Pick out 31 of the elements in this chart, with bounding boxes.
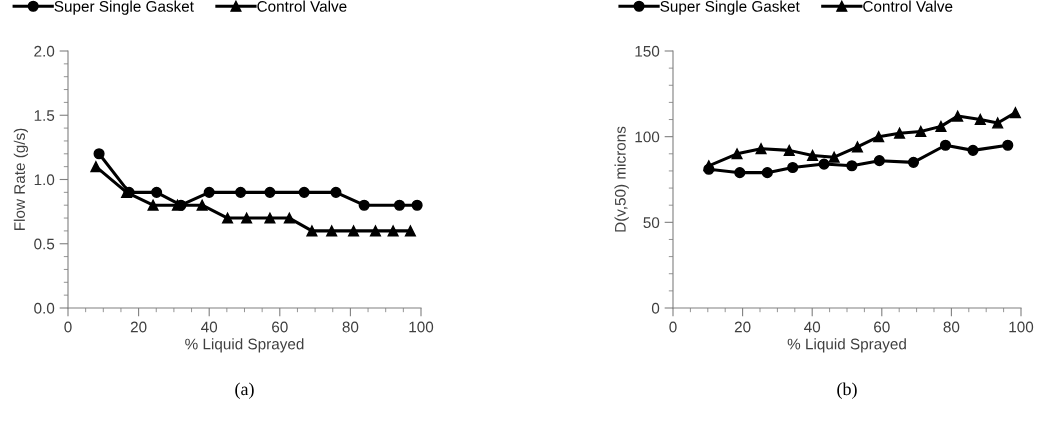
legend-label: Super Single Gasket: [54, 0, 194, 15]
y-tick-label: 0.5: [34, 238, 55, 250]
x-axis-title: % Liquid Sprayed: [185, 338, 304, 353]
y-tick-label: 0: [651, 302, 660, 314]
y-tick-label: 2.0: [34, 45, 55, 57]
legend-label: Control Valve: [257, 0, 347, 12]
x-tick-label: 100: [409, 321, 434, 333]
x-tick-label: 100: [1009, 321, 1034, 333]
text: (a): [235, 382, 254, 399]
y-axis-title: D(v,50) microns: [614, 126, 629, 232]
y-tick-label: 100: [635, 131, 660, 143]
y-axis-title: Flow Rate (g/s): [13, 128, 29, 231]
y-tick-label: 1.0: [34, 174, 55, 186]
y-tick-label: 150: [635, 45, 660, 57]
legend-label: Super Single Gasket: [660, 0, 800, 15]
x-tick-label: 60: [874, 321, 890, 333]
y-tick-label: 50: [643, 217, 660, 229]
x-tick-label: 40: [804, 321, 821, 333]
x-axis-title: % Liquid Sprayed: [787, 338, 906, 353]
y-tick-label: 0.0: [34, 302, 55, 314]
x-tick-label: 20: [734, 321, 751, 333]
x-tick-label: 60: [272, 321, 288, 333]
x-tick-label: 0: [64, 321, 72, 333]
legend-label: Control Valve: [863, 0, 953, 12]
x-tick-label: 80: [342, 321, 359, 333]
x-tick-label: 80: [943, 321, 960, 333]
x-tick-label: 40: [201, 321, 218, 333]
y-tick-label: 1.5: [34, 110, 55, 121]
text: (b): [837, 382, 857, 399]
x-tick-label: 20: [130, 321, 147, 333]
x-tick-label: 0: [669, 321, 677, 333]
